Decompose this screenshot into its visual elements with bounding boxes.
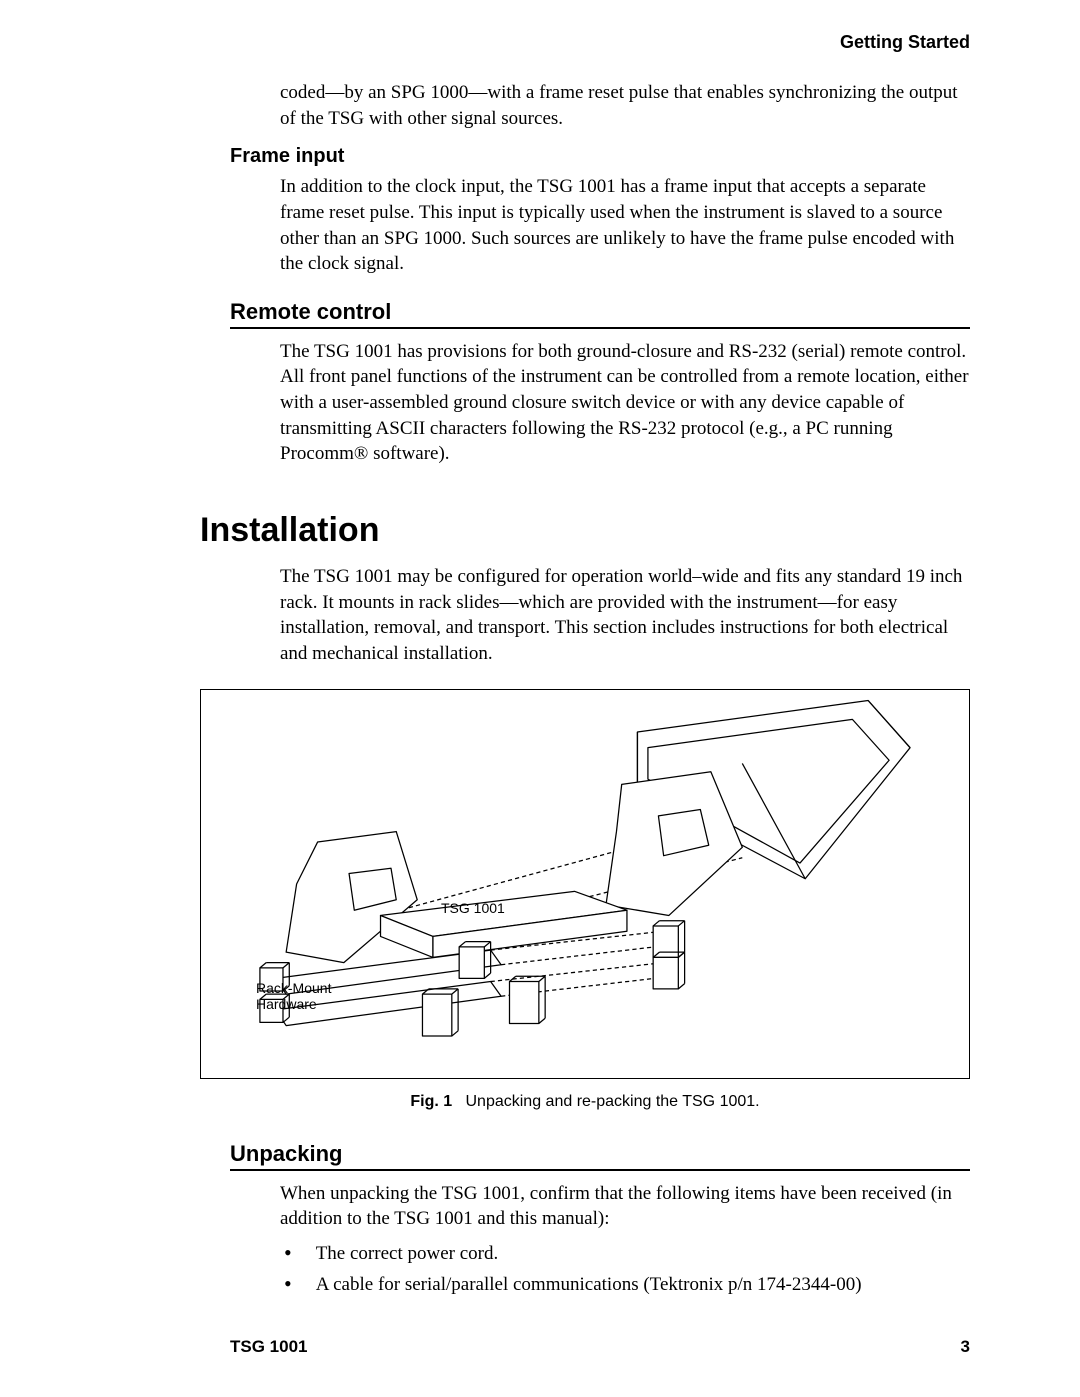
list-item: • The correct power cord. — [280, 1242, 970, 1267]
paragraph-installation-body: The TSG 1001 may be configured for opera… — [280, 564, 970, 667]
unpacking-diagram-svg — [201, 690, 969, 1078]
list-item: • A cable for serial/parallel communicati… — [280, 1273, 970, 1298]
footer-page-number: 3 — [961, 1337, 970, 1357]
diagram-label-tsg: TSG 1001 — [441, 900, 505, 916]
figure-1-label-prefix: Fig. 1 — [410, 1093, 452, 1110]
paragraph-frame-body: In addition to the clock input, the TSG … — [280, 174, 970, 277]
figure-1-caption-text: Unpacking and re-packing the TSG 1001. — [466, 1093, 760, 1110]
diagram-label-rackmount-1: Rack-Mount — [256, 980, 331, 996]
section-heading-remote-control: Remote control — [230, 299, 970, 329]
subheading-frame-input: Frame input — [230, 145, 970, 168]
chapter-heading-installation: Installation — [200, 511, 970, 550]
unpacking-bullet-list: • The correct power cord. • A cable for se… — [280, 1242, 970, 1297]
list-item-text: A cable for serial/parallel communicatio… — [316, 1273, 862, 1298]
page-content: coded—by an SPG 1000—with a frame reset … — [230, 80, 970, 1303]
diagram-label-rackmount-2: Hardware — [256, 996, 317, 1012]
figure-1-caption: Fig. 1 Unpacking and re-packing the TSG … — [200, 1093, 970, 1111]
section-heading-unpacking: Unpacking — [230, 1141, 970, 1171]
paragraph-coded: coded—by an SPG 1000—with a frame reset … — [280, 80, 970, 131]
bullet-icon: • — [284, 1242, 292, 1264]
list-item-text: The correct power cord. — [316, 1242, 499, 1267]
running-header: Getting Started — [840, 32, 970, 53]
footer-model: TSG 1001 — [230, 1337, 308, 1357]
figure-1-diagram: TSG 1001 Rack-Mount Hardware — [200, 689, 970, 1079]
figure-1: TSG 1001 Rack-Mount Hardware Fig. 1 Unpa… — [200, 689, 970, 1111]
paragraph-unpacking-body: When unpacking the TSG 1001, confirm tha… — [280, 1181, 970, 1232]
bullet-icon: • — [284, 1273, 292, 1295]
paragraph-remote-body: The TSG 1001 has provisions for both gro… — [280, 339, 970, 467]
